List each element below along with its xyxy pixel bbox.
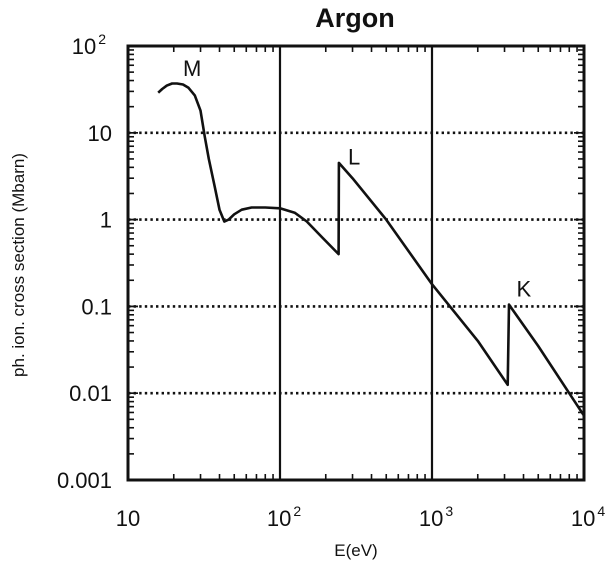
y-tick-labels: 10 2 10 1 0.1 0.01 0.001 [57, 31, 112, 493]
plot-frame [126, 44, 586, 482]
x-tick-labels: 10 10 2 10 3 10 4 [116, 503, 606, 531]
x-tick-label: 10 3 [419, 503, 453, 531]
x-axis-label: E(eV) [334, 541, 377, 560]
y-tick-label: 0.1 [81, 294, 112, 319]
y-tick-label: 1 [100, 208, 112, 233]
chart-title: Argon [315, 3, 394, 33]
y-axis-label: ph. ion. cross section (Mbarn) [9, 153, 28, 377]
edge-label: L [348, 145, 360, 170]
grid-lines [128, 46, 584, 480]
edge-label: K [517, 277, 532, 302]
x-tick-label: 10 2 [267, 503, 301, 531]
cross-section-curve [157, 82, 586, 417]
axis-ticks [127, 45, 585, 481]
x-tick-label: 10 4 [571, 503, 605, 531]
edge-label: M [183, 56, 201, 81]
y-tick-label: 0.001 [57, 468, 112, 493]
edge-annotations: M L K [183, 56, 532, 301]
y-tick-label: 0.01 [69, 381, 112, 406]
y-tick-label: 10 [88, 121, 112, 146]
x-tick-label: 10 [116, 506, 140, 531]
y-tick-label: 10 2 [72, 31, 106, 59]
